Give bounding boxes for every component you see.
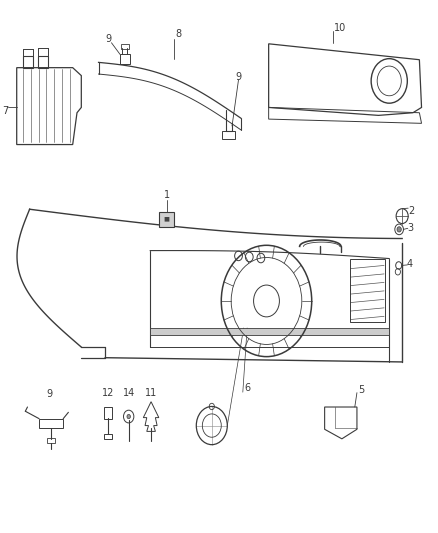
Text: 11: 11 xyxy=(145,387,157,398)
Text: 5: 5 xyxy=(358,384,364,394)
Bar xyxy=(47,438,56,443)
Bar xyxy=(159,212,174,227)
Text: 8: 8 xyxy=(175,29,181,39)
Bar xyxy=(121,44,129,49)
Text: 4: 4 xyxy=(407,260,413,269)
Text: 9: 9 xyxy=(46,389,52,399)
Circle shape xyxy=(127,415,131,419)
Bar xyxy=(38,56,48,68)
Bar xyxy=(120,54,130,64)
Bar xyxy=(104,433,112,439)
Text: ■: ■ xyxy=(164,216,170,221)
Text: 9: 9 xyxy=(106,34,112,44)
Text: 14: 14 xyxy=(123,387,135,398)
Text: 1: 1 xyxy=(163,190,170,200)
Text: 12: 12 xyxy=(102,387,114,398)
Bar xyxy=(104,407,112,419)
Bar xyxy=(150,328,389,335)
Bar xyxy=(23,56,33,68)
Text: 7: 7 xyxy=(2,106,8,116)
Text: 9: 9 xyxy=(236,71,242,82)
Bar xyxy=(350,259,385,321)
Bar xyxy=(222,131,235,139)
Text: 3: 3 xyxy=(407,223,413,233)
Circle shape xyxy=(397,227,401,232)
Text: 2: 2 xyxy=(409,206,415,216)
Bar xyxy=(39,419,63,428)
Text: 10: 10 xyxy=(334,23,346,33)
Text: 6: 6 xyxy=(244,383,250,393)
